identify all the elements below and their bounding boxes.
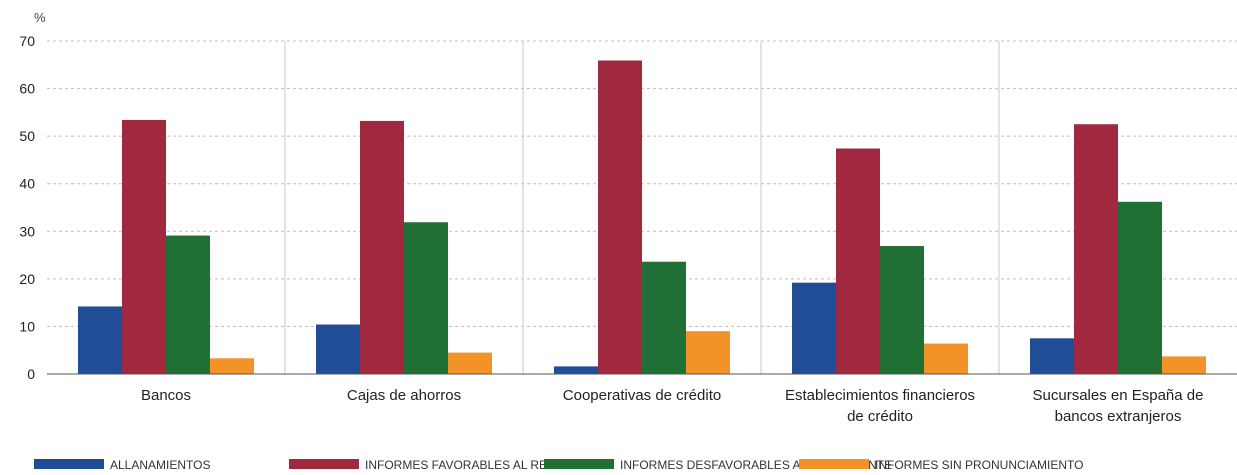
bar <box>404 222 448 374</box>
bar <box>78 306 122 374</box>
legend-label: INFORMES SIN PRONUNCIAMIENTO <box>875 458 1083 472</box>
legend-swatch <box>34 459 104 469</box>
bar <box>166 235 210 374</box>
legend-swatch <box>799 459 869 469</box>
x-category-label: de crédito <box>847 408 913 425</box>
y-axis: 0 10 20 30 40 50 60 70 <box>19 33 35 382</box>
bar <box>448 352 492 374</box>
x-category-label: Bancos <box>141 387 191 404</box>
legend-swatch <box>289 459 359 469</box>
bar <box>924 343 968 374</box>
bar <box>880 246 924 374</box>
y-tick-label: 30 <box>19 223 35 239</box>
bar <box>792 282 836 374</box>
bar <box>316 324 360 374</box>
x-category-label: Establecimientos financieros <box>785 387 975 404</box>
bar <box>210 358 254 374</box>
y-tick-label: 60 <box>19 81 35 97</box>
legend: ALLANAMIENTOS INFORMES FAVORABLES AL RECL… <box>34 458 1083 472</box>
y-tick-label: 10 <box>19 318 35 334</box>
bars <box>78 60 1206 375</box>
y-tick-label: 0 <box>27 366 35 382</box>
y-tick-label: 40 <box>19 176 35 192</box>
bar <box>1030 338 1074 374</box>
category-separators <box>284 41 1000 374</box>
y-tick-label: 50 <box>19 128 35 144</box>
bar <box>686 331 730 374</box>
x-axis: Bancos Cajas de ahorros Cooperativas de cr… <box>141 387 1204 425</box>
x-category-label: Sucursales en España de <box>1033 387 1204 404</box>
bar <box>1162 356 1206 374</box>
bar <box>122 119 166 375</box>
bar <box>360 120 404 374</box>
y-tick-label: 20 <box>19 271 35 287</box>
x-category-label: Cooperativas de crédito <box>563 387 721 404</box>
bar <box>1118 201 1162 374</box>
bar <box>836 148 880 374</box>
bar <box>642 261 686 374</box>
x-category-label: bancos extranjeros <box>1055 408 1182 425</box>
legend-label: ALLANAMIENTOS <box>110 458 210 472</box>
legend-swatch <box>544 459 614 469</box>
y-unit-label: % <box>34 10 46 25</box>
bar <box>554 366 598 374</box>
bar <box>598 60 642 375</box>
bar <box>1074 124 1118 374</box>
y-tick-label: 70 <box>19 33 35 49</box>
x-category-label: Cajas de ahorros <box>347 387 461 404</box>
